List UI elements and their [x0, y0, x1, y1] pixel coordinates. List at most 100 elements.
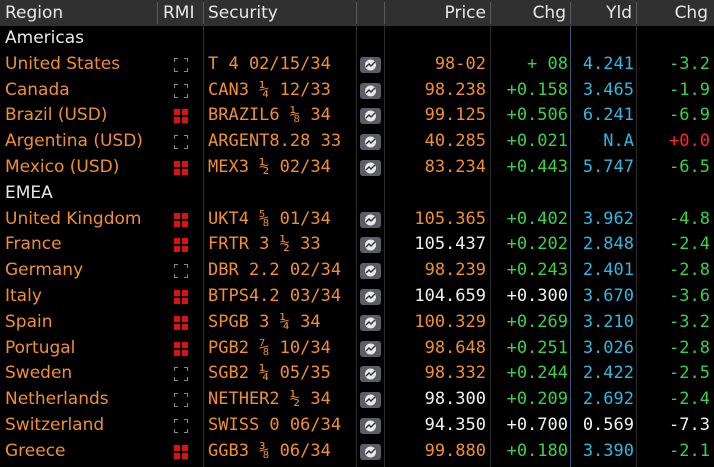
column-header-yld[interactable]: Yld: [606, 3, 632, 23]
region-name[interactable]: United Kingdom: [5, 208, 142, 229]
rmi-indicator-icon[interactable]: [174, 83, 188, 98]
column-header-price[interactable]: Price: [444, 3, 486, 23]
chart-icon[interactable]: [360, 160, 381, 176]
security-ticker[interactable]: MEX3 ½ 02/34: [208, 157, 331, 177]
yield-change-value: -2.1: [669, 440, 710, 461]
price-value: 98-02: [434, 53, 486, 74]
security-ticker[interactable]: GGB3 ⅜ 06/34: [208, 440, 331, 461]
rmi-indicator-icon[interactable]: [174, 135, 188, 150]
column-divider[interactable]: [570, 2, 571, 24]
price-value: 83.234: [424, 157, 486, 177]
chart-icon[interactable]: [360, 289, 381, 305]
region-name[interactable]: Argentina (USD): [5, 131, 143, 152]
region-name[interactable]: Portugal: [5, 337, 76, 358]
column-gridline: [490, 26, 491, 467]
region-name[interactable]: Italy: [5, 286, 42, 306]
region-name[interactable]: Brazil (USD): [5, 105, 108, 126]
table-row[interactable]: Netherlands NETHER2 ½ 34 98.300 +0.209 2.692…: [0, 387, 714, 413]
table-row[interactable]: Sweden SGB2 ¼ 05/35 98.332 +0.244 2.422 -2.5: [0, 361, 714, 387]
yield-change-value: -2.4: [669, 389, 710, 410]
rmi-indicator-icon[interactable]: [174, 161, 188, 175]
table-row[interactable]: Mexico (USD) MEX3 ½ 02/34 83.234 +0.443 5.74…: [0, 155, 714, 181]
chart-icon[interactable]: [360, 56, 381, 73]
security-ticker[interactable]: CAN3 ¼ 12/33: [208, 79, 331, 100]
yield-value: 3.026: [582, 337, 634, 358]
table-row[interactable]: Spain SPGB 3 ¼ 34 100.329 +0.269 3.210 -3.2: [0, 310, 714, 336]
column-divider[interactable]: [157, 2, 158, 24]
table-row[interactable]: Greece GGB3 ⅜ 06/34 99.880 +0.180 3.390 -2.1: [0, 439, 714, 465]
chart-icon[interactable]: [360, 134, 381, 151]
chart-icon[interactable]: [360, 340, 381, 357]
change-value: +0.021: [506, 131, 568, 152]
table-row[interactable]: Italy BTPS4.2 03/34 104.659 +0.300 3.670 -3.6: [0, 284, 714, 310]
rmi-indicator-icon[interactable]: [174, 367, 188, 382]
column-divider[interactable]: [203, 2, 204, 24]
rmi-indicator-icon[interactable]: [174, 109, 188, 124]
region-name[interactable]: United States: [5, 53, 121, 74]
rmi-indicator-icon[interactable]: [174, 238, 188, 253]
region-name[interactable]: Canada: [5, 79, 70, 100]
chart-icon[interactable]: [360, 211, 381, 228]
table-row[interactable]: Switzerland SWISS 0 06/34 94.350 +0.700 0.56…: [0, 413, 714, 439]
rmi-indicator-icon[interactable]: [174, 212, 188, 227]
rmi-indicator-icon[interactable]: [174, 393, 188, 408]
chart-icon[interactable]: [360, 314, 381, 331]
security-ticker[interactable]: ARGENT8.28 33: [208, 131, 342, 152]
chart-icon[interactable]: [360, 82, 381, 99]
security-ticker[interactable]: SWISS 0 06/34: [208, 415, 342, 435]
change-value: +0.243: [506, 260, 568, 281]
table-row[interactable]: Portugal PGB2 ⅞ 10/34 98.648 +0.251 3.026 -2.…: [0, 336, 714, 362]
chart-icon[interactable]: [360, 418, 381, 434]
rmi-indicator-icon[interactable]: [174, 290, 188, 304]
yield-value: N.A: [603, 131, 634, 152]
chart-icon[interactable]: [360, 443, 381, 460]
rmi-indicator-icon[interactable]: [174, 315, 188, 330]
security-ticker[interactable]: PGB2 ⅞ 10/34: [208, 337, 331, 358]
region-name[interactable]: Spain: [5, 311, 53, 332]
column-divider[interactable]: [384, 2, 385, 24]
region-name[interactable]: France: [5, 234, 62, 255]
change-value: +0.209: [506, 389, 568, 410]
region-name[interactable]: Netherlands: [5, 389, 109, 410]
security-ticker[interactable]: SGB2 ¼ 05/35: [208, 363, 331, 384]
region-name[interactable]: Mexico (USD): [5, 157, 120, 177]
rmi-indicator-icon[interactable]: [174, 341, 188, 356]
column-header-rmi[interactable]: RMI: [163, 3, 195, 23]
chart-icon[interactable]: [360, 263, 381, 280]
table-row[interactable]: Canada CAN3 ¼ 12/33 98.238 +0.158 3.465 -1.9: [0, 78, 714, 104]
rmi-indicator-icon[interactable]: [174, 264, 188, 279]
column-header-chg-2[interactable]: Chg: [674, 3, 708, 23]
table-row[interactable]: United States T 4 02/15/34 98-02 + 08 4.241 -…: [0, 52, 714, 78]
chart-icon[interactable]: [360, 366, 381, 383]
security-ticker[interactable]: DBR 2.2 02/34: [208, 260, 342, 281]
column-header-region[interactable]: Region: [5, 3, 64, 23]
column-divider[interactable]: [636, 2, 637, 24]
region-name[interactable]: Germany: [5, 260, 84, 281]
table-row[interactable]: Argentina (USD) ARGENT8.28 33 40.285 +0.021…: [0, 129, 714, 155]
column-header-chg[interactable]: Chg: [532, 3, 566, 23]
security-ticker[interactable]: UKT4 ⅝ 01/34: [208, 208, 331, 229]
rmi-indicator-icon[interactable]: [174, 57, 188, 72]
table-row[interactable]: France FRTR 3 ½ 33 105.437 +0.202 2.848 -2.4: [0, 232, 714, 258]
security-ticker[interactable]: BRAZIL6 ⅛ 34: [208, 105, 331, 126]
chart-icon[interactable]: [360, 108, 381, 125]
chart-icon[interactable]: [360, 392, 381, 409]
table-row[interactable]: Brazil (USD) BRAZIL6 ⅛ 34 99.125 +0.506 6.24…: [0, 103, 714, 129]
rmi-indicator-icon[interactable]: [174, 419, 188, 433]
rmi-indicator-icon[interactable]: [174, 444, 188, 459]
security-ticker[interactable]: FRTR 3 ½ 33: [208, 234, 321, 255]
column-header-security[interactable]: Security: [208, 3, 278, 23]
security-ticker[interactable]: NETHER2 ½ 34: [208, 389, 331, 410]
security-ticker[interactable]: T 4 02/15/34: [208, 53, 331, 74]
column-divider[interactable]: [356, 2, 357, 24]
change-value: +0.244: [506, 363, 568, 384]
security-ticker[interactable]: SPGB 3 ¼ 34: [208, 311, 321, 332]
security-ticker[interactable]: BTPS4.2 03/34: [208, 286, 342, 306]
chart-icon[interactable]: [360, 237, 381, 254]
table-row[interactable]: Germany DBR 2.2 02/34 98.239 +0.243 2.401 -2.…: [0, 258, 714, 284]
region-name[interactable]: Sweden: [5, 363, 73, 384]
column-divider[interactable]: [490, 2, 491, 24]
region-name[interactable]: Switzerland: [5, 415, 105, 435]
table-row[interactable]: United Kingdom UKT4 ⅝ 01/34 105.365 +0.402 3…: [0, 207, 714, 233]
region-name[interactable]: Greece: [5, 440, 66, 461]
